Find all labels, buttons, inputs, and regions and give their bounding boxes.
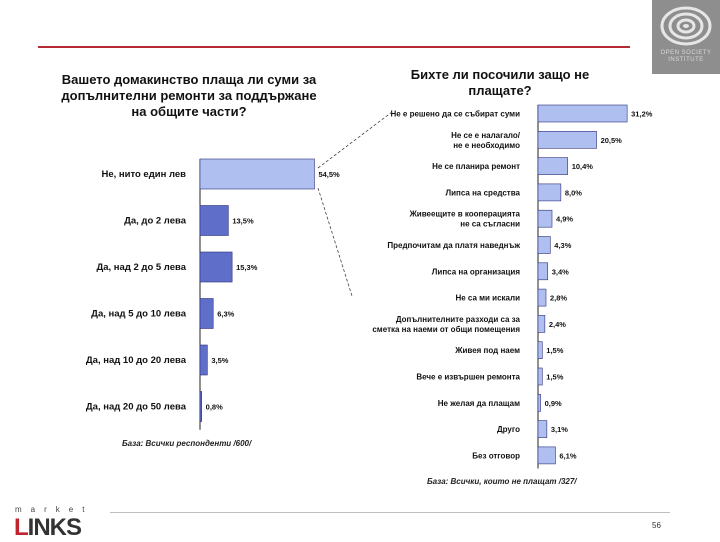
right-bar-10: [537, 367, 543, 386]
left-bar-chart: 54,5% Не, нито един лев 13,5% Да, до 2 лева…: [86, 158, 340, 430]
right-category-label-0: Не е решено да се събират суми: [390, 110, 520, 119]
left-category-label-2: Да, над 2 до 5 лева: [96, 262, 186, 273]
right-category-label-7: Не са ми искали: [455, 294, 520, 303]
left-chart-title: Вашето домакинство плаща ли суми за допъ…: [61, 72, 317, 119]
right-category-label-3: Липса на средства: [446, 188, 521, 197]
brand-small-text: market: [15, 505, 94, 514]
right-category-label-11: Не желая да плащам: [438, 399, 520, 408]
right-chart-title: Бихте ли посочили защо не плащате?: [410, 67, 590, 98]
right-value-label-1: 20,5%: [601, 136, 623, 145]
left-value-label-4: 3,5%: [211, 356, 228, 365]
right-value-label-0: 31,2%: [631, 110, 653, 119]
left-bar-3: [199, 298, 214, 329]
brand-rest: INKS: [27, 514, 82, 541]
left-category-label-3: Да, над 5 до 10 лева: [91, 309, 187, 320]
right-category-label-4-1: не са съгласни: [460, 220, 520, 229]
brand-letter-l: L: [14, 514, 29, 541]
right-bar-9: [537, 341, 543, 360]
right-value-label-10: 1,5%: [546, 373, 563, 382]
right-category-label-6: Липса на организация: [432, 267, 521, 276]
right-category-label-5: Предпочитам да платя наведнъж: [387, 241, 520, 250]
spiral-logo-icon: [652, 0, 720, 74]
right-bar-8: [537, 315, 546, 333]
open-society-logo: [652, 0, 720, 74]
connector-line-top: [317, 111, 393, 169]
left-bar-0: [199, 158, 315, 190]
right-category-label-1-0: Не се е налагало/: [451, 131, 521, 140]
bottom-rule: [110, 512, 670, 513]
left-category-label-4: Да, над 10 до 20 лева: [86, 355, 187, 366]
left-bar-1: [199, 205, 229, 236]
right-base-note: База: Всички, които не плащат /327/: [427, 477, 577, 486]
right-value-label-3: 8,0%: [565, 188, 582, 197]
top-accent-rule: [38, 46, 630, 48]
right-category-label-12: Друго: [497, 425, 520, 434]
right-bar-4: [537, 209, 553, 228]
right-value-label-13: 6,1%: [559, 451, 576, 460]
logo-text: OPEN SOCIETY INSTITUTE: [660, 50, 712, 63]
right-bar-chart: 31,2% Не е решено да се събират суми 20,5%…: [372, 104, 653, 469]
right-category-label-13: Без отговор: [472, 451, 520, 460]
right-value-label-7: 2,8%: [550, 294, 567, 303]
right-bar-13: [537, 446, 556, 465]
right-category-label-2: Не се планира ремонт: [432, 162, 520, 171]
right-category-label-4-0: Живеещите в кооперацията: [409, 210, 521, 219]
right-bar-11: [537, 393, 541, 412]
left-value-label-3: 6,3%: [217, 310, 234, 319]
page-number: 56: [652, 521, 661, 530]
right-bar-6: [537, 262, 549, 281]
market-links-logo: LINKS: [14, 514, 82, 542]
right-category-label-10: Вече е извършен ремонта: [416, 373, 520, 382]
left-bar-5: [199, 391, 202, 422]
left-value-label-5: 0,8%: [206, 403, 223, 412]
right-value-label-6: 3,4%: [552, 267, 569, 276]
right-value-label-8: 2,4%: [549, 320, 566, 329]
right-value-label-4: 4,9%: [556, 215, 573, 224]
right-value-label-11: 0,9%: [545, 399, 562, 408]
left-category-label-1: Да, до 2 лева: [124, 216, 187, 227]
left-category-label-0: Не, нито един лев: [101, 169, 186, 180]
right-value-label-12: 3,1%: [551, 425, 568, 434]
right-value-label-2: 10,4%: [572, 162, 594, 171]
left-value-label-1: 13,5%: [232, 217, 254, 226]
right-bar-2: [537, 157, 569, 175]
right-bar-5: [537, 236, 551, 254]
left-category-label-5: Да, над 20 до 50 лева: [86, 402, 187, 413]
right-value-label-5: 4,3%: [554, 241, 571, 250]
right-category-label-1-1: не е необходимо: [453, 141, 520, 150]
left-value-label-2: 15,3%: [236, 263, 258, 272]
right-value-label-9: 1,5%: [546, 346, 563, 355]
right-bar-12: [537, 420, 548, 438]
right-bar-0: [537, 104, 628, 123]
right-category-label-8-1: сметка на наеми от общи помещения: [372, 325, 520, 334]
right-bar-3: [537, 183, 562, 202]
right-category-label-8-0: Допълнителните разходи са за: [396, 315, 521, 324]
right-bar-7: [537, 288, 547, 307]
left-bar-2: [199, 251, 233, 283]
left-bar-4: [199, 344, 208, 376]
left-value-label-0: 54,5%: [318, 170, 340, 179]
left-base-note: База: Всички респонденти /600/: [122, 439, 252, 448]
right-category-label-9: Живея под наем: [454, 346, 520, 355]
right-bar-1: [537, 131, 597, 149]
connector-line-bottom: [317, 187, 353, 297]
